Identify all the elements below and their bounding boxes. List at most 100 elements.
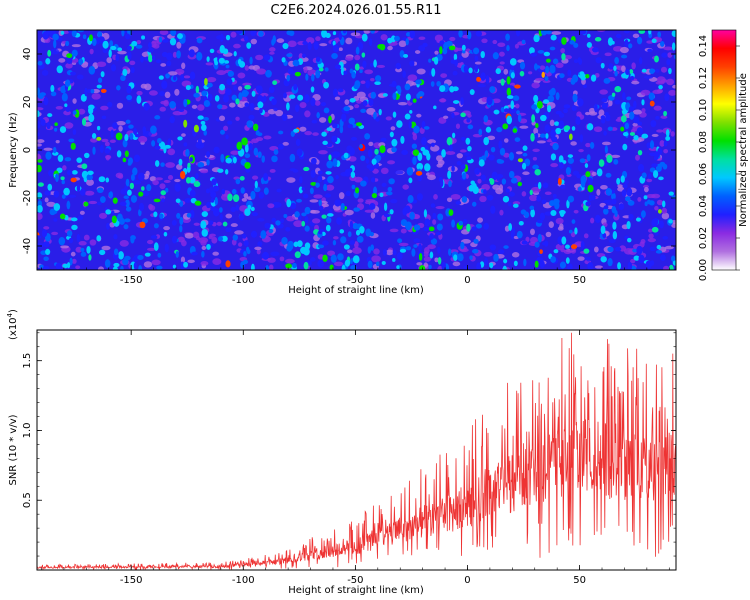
heatmap-cell [140, 83, 147, 89]
heatmap-cell [46, 201, 56, 207]
spectrogram-y-label: Frequency (Hz) [8, 112, 19, 188]
heatmap-cell [586, 154, 591, 162]
heatmap-cell [46, 30, 54, 35]
heatmap-cell [380, 34, 388, 41]
heatmap-cell [605, 187, 613, 196]
heatmap-cell [176, 50, 181, 59]
heatmap-cell [671, 42, 676, 51]
heatmap-cell [499, 209, 504, 216]
heatmap-cell [554, 121, 560, 126]
heatmap-cell [620, 126, 625, 132]
x-tick-label: -100 [232, 275, 255, 286]
heatmap-cell [418, 265, 426, 270]
heatmap-cell [117, 50, 127, 55]
heatmap-cell [497, 42, 506, 47]
heatmap-cell [614, 85, 622, 93]
heatmap-cell [283, 92, 287, 99]
heatmap-cell [195, 85, 200, 94]
heatmap-cell [292, 262, 297, 269]
heatmap-cell [370, 91, 377, 99]
heatmap-cell [86, 245, 91, 254]
heatmap-cell [220, 153, 225, 163]
heatmap-cell [368, 98, 374, 107]
heatmap-cell [37, 120, 41, 129]
heatmap-cell [601, 98, 608, 103]
heatmap-cell [448, 180, 452, 188]
heatmap-cell [670, 131, 675, 137]
heatmap-cell [405, 93, 411, 101]
heatmap-cell [622, 143, 628, 151]
heatmap-cell [383, 202, 388, 212]
heatmap-cell [651, 133, 659, 137]
heatmap-cell [191, 251, 198, 256]
heatmap-cell [225, 227, 232, 233]
heatmap-cell [235, 204, 240, 211]
heatmap-cell [437, 256, 442, 265]
heatmap-cell [563, 104, 571, 109]
heatmap-cell [331, 52, 338, 59]
heatmap-cell [480, 72, 486, 81]
heatmap-cell [64, 103, 68, 108]
heatmap-cell [355, 187, 360, 194]
heatmap-cell [593, 126, 603, 133]
heatmap-cell [532, 164, 539, 170]
heatmap-cell [106, 222, 110, 230]
heatmap-cell [96, 201, 103, 206]
heatmap-cell [181, 62, 186, 70]
heatmap-cell [668, 191, 674, 196]
heatmap-cell [389, 209, 394, 215]
heatmap-cell [427, 244, 436, 250]
heatmap-cell [608, 99, 613, 107]
heatmap-cell [233, 43, 241, 49]
heatmap-cell [418, 36, 426, 41]
heatmap-cell [100, 105, 109, 111]
heatmap-cell [433, 56, 439, 65]
heatmap-cell [366, 107, 376, 115]
heatmap-cell [325, 193, 332, 198]
heatmap-cell [79, 210, 85, 215]
snr-scale-note-exp: 4 [6, 312, 14, 317]
heatmap-cell [146, 239, 154, 245]
heatmap-cell [624, 196, 631, 202]
heatmap-cell [189, 71, 196, 80]
heatmap-cell [408, 120, 412, 129]
heatmap-cell [224, 169, 229, 175]
heatmap-cell [81, 170, 89, 179]
heatmap-cell [462, 219, 468, 224]
heatmap-cell [197, 115, 204, 120]
heatmap-cell [325, 171, 332, 175]
heatmap-cell [120, 75, 126, 82]
heatmap-cell [594, 214, 601, 224]
heatmap-cell [637, 121, 642, 126]
heatmap-cell [297, 240, 303, 248]
heatmap-cell [238, 60, 246, 68]
heatmap-cell [492, 39, 498, 45]
heatmap-cell [483, 222, 489, 230]
heatmap-cell [449, 36, 456, 42]
heatmap-cell [205, 62, 214, 66]
heatmap-cell [535, 123, 539, 129]
heatmap-cell [429, 233, 434, 240]
heatmap-cell [326, 127, 333, 132]
heatmap-cell [633, 100, 637, 109]
heatmap-cell [275, 220, 281, 226]
heatmap-cell [221, 188, 226, 195]
heatmap-cell [484, 150, 489, 158]
heatmap-cell [522, 145, 528, 151]
heatmap-cell [112, 122, 118, 129]
heatmap-cell [354, 104, 360, 109]
heatmap-cell [671, 255, 676, 262]
heatmap-cell [179, 200, 184, 207]
heatmap-cell [97, 31, 103, 38]
heatmap-cell [663, 110, 668, 117]
heatmap-cell [353, 83, 360, 90]
heatmap-cell [298, 53, 304, 60]
heatmap-cell [387, 186, 393, 192]
heatmap-cell [370, 212, 376, 219]
heatmap-cell [651, 163, 658, 168]
heatmap-cell [327, 175, 334, 184]
heatmap-cell [112, 266, 118, 270]
heatmap-cell [614, 246, 622, 252]
heatmap-cell [250, 38, 257, 45]
heatmap-cell [143, 102, 150, 111]
